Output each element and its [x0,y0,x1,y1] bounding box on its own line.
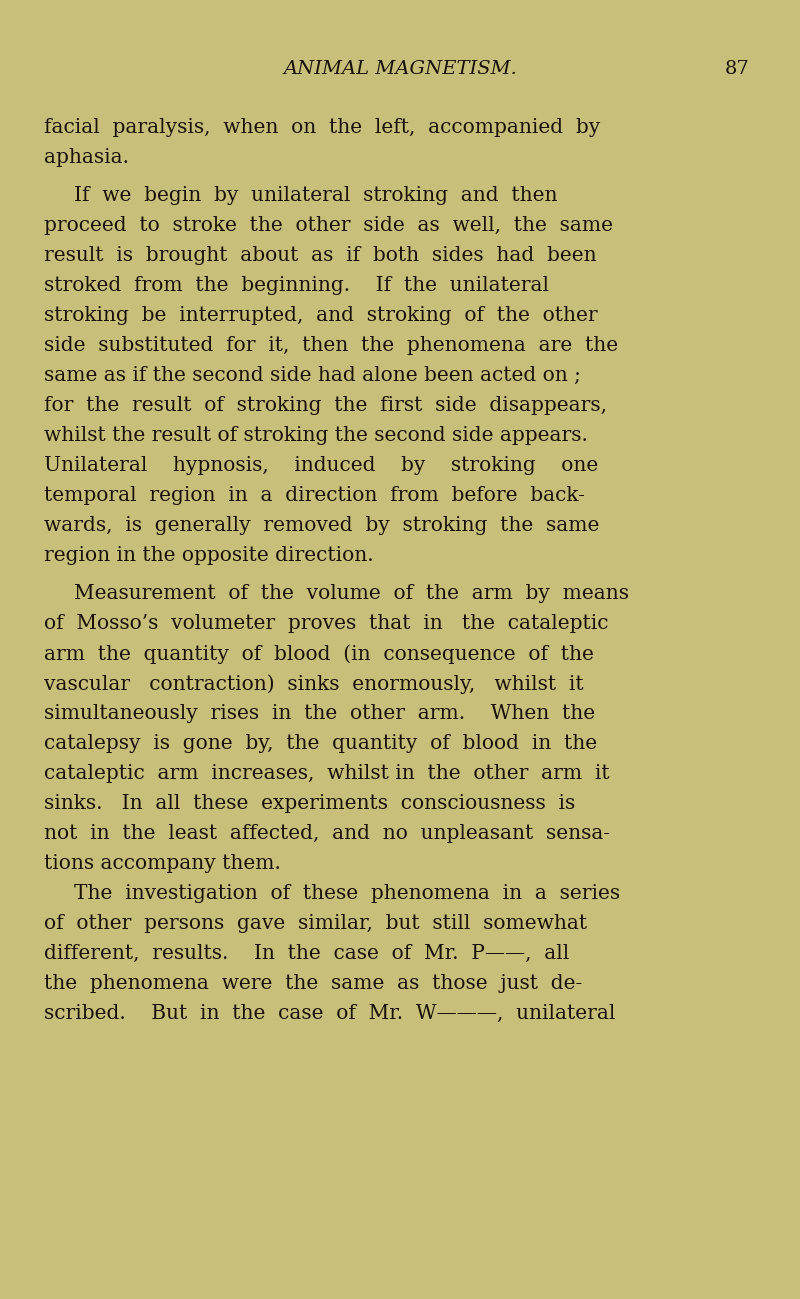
Text: arm  the  quantity  of  blood  (in  consequence  of  the: arm the quantity of blood (in consequenc… [44,644,594,664]
Text: region in the opposite direction.: region in the opposite direction. [44,546,374,565]
Text: simultaneously  rises  in  the  other  arm.    When  the: simultaneously rises in the other arm. W… [44,704,595,724]
Text: different,  results.    In  the  case  of  Mr.  P——,  all: different, results. In the case of Mr. P… [44,944,570,963]
Text: wards,  is  generally  removed  by  stroking  the  same: wards, is generally removed by stroking … [44,516,599,535]
Text: scribed.    But  in  the  case  of  Mr.  W———,  unilateral: scribed. But in the case of Mr. W———, un… [44,1004,615,1024]
Text: 87: 87 [726,60,750,78]
Text: temporal  region  in  a  direction  from  before  back-: temporal region in a direction from befo… [44,486,585,505]
Text: cataleptic  arm  increases,  whilst in  the  other  arm  it: cataleptic arm increases, whilst in the … [44,764,610,783]
Text: of  Mosso’s  volumeter  proves  that  in   the  cataleptic: of Mosso’s volumeter proves that in the … [44,614,609,633]
Text: catalepsy  is  gone  by,  the  quantity  of  blood  in  the: catalepsy is gone by, the quantity of bl… [44,734,597,753]
Text: The  investigation  of  these  phenomena  in  a  series: The investigation of these phenomena in … [74,885,620,903]
Text: Unilateral    hypnosis,    induced    by    stroking    one: Unilateral hypnosis, induced by stroking… [44,456,598,475]
Text: Measurement  of  the  volume  of  the  arm  by  means: Measurement of the volume of the arm by … [74,585,629,603]
Text: sinks.   In  all  these  experiments  consciousness  is: sinks. In all these experiments consciou… [44,794,575,813]
Text: tions accompany them.: tions accompany them. [44,853,281,873]
Text: same as if the second side had alone been acted on ;: same as if the second side had alone bee… [44,366,581,385]
Text: stroking  be  interrupted,  and  stroking  of  the  other: stroking be interrupted, and stroking of… [44,307,598,325]
Text: facial  paralysis,  when  on  the  left,  accompanied  by: facial paralysis, when on the left, acco… [44,118,600,136]
Text: of  other  persons  gave  similar,  but  still  somewhat: of other persons gave similar, but still… [44,914,587,933]
Text: result  is  brought  about  as  if  both  sides  had  been: result is brought about as if both sides… [44,246,597,265]
Text: vascular   contraction)  sinks  enormously,   whilst  it: vascular contraction) sinks enormously, … [44,674,584,694]
Text: side  substituted  for  it,  then  the  phenomena  are  the: side substituted for it, then the phenom… [44,336,618,355]
Text: whilst the result of stroking the second side appears.: whilst the result of stroking the second… [44,426,588,446]
Text: stroked  from  the  beginning.    If  the  unilateral: stroked from the beginning. If the unila… [44,275,549,295]
Text: for  the  result  of  stroking  the  first  side  disappears,: for the result of stroking the first sid… [44,396,607,414]
Text: ANIMAL MAGNETISM.: ANIMAL MAGNETISM. [283,60,517,78]
Text: If  we  begin  by  unilateral  stroking  and  then: If we begin by unilateral stroking and t… [74,186,558,205]
Text: not  in  the  least  affected,  and  no  unpleasant  sensa-: not in the least affected, and no unplea… [44,824,610,843]
Text: proceed  to  stroke  the  other  side  as  well,  the  same: proceed to stroke the other side as well… [44,216,613,235]
Text: aphasia.: aphasia. [44,148,129,168]
Text: the  phenomena  were  the  same  as  those  just  de-: the phenomena were the same as those jus… [44,974,582,992]
